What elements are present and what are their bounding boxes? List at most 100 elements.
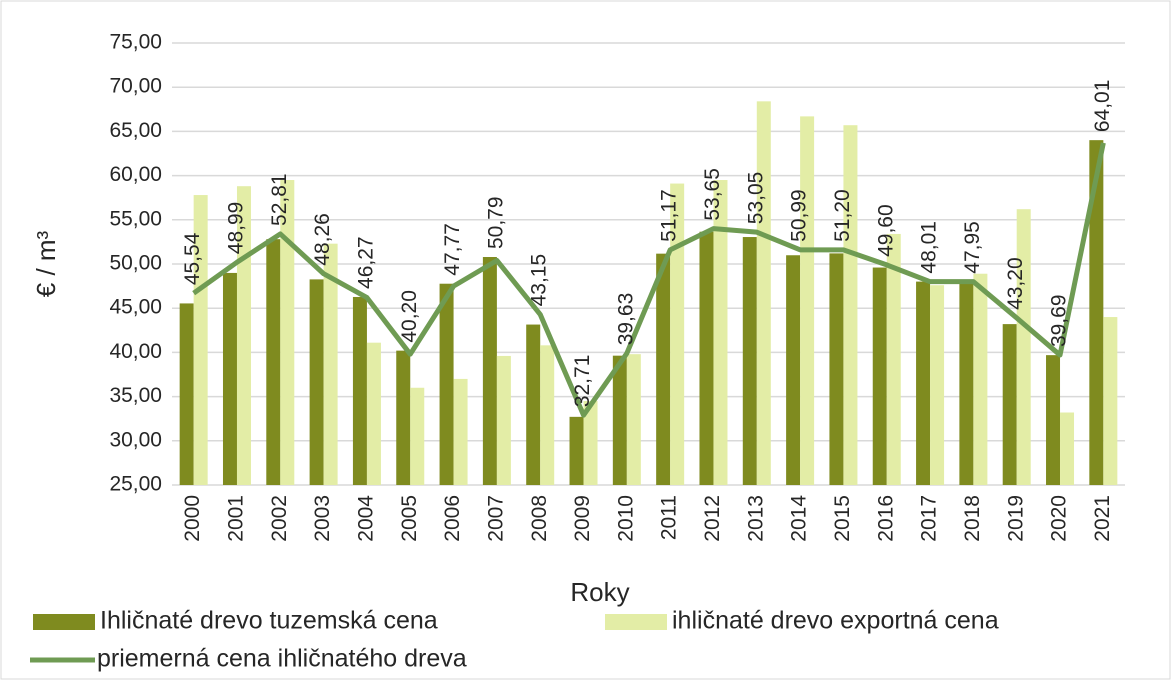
x-tick-label: 2005 (398, 495, 421, 542)
data-label: 43,15 (528, 254, 551, 307)
bar (1060, 412, 1075, 485)
x-tick-label: 2021 (1091, 495, 1114, 542)
y-tick-label: 30,00 (109, 428, 162, 451)
bar (1016, 209, 1031, 485)
data-label: 51,17 (658, 189, 681, 242)
y-axis-label: € / m³ (31, 230, 61, 297)
bar (800, 116, 815, 485)
data-label: 39,69 (1048, 294, 1071, 347)
data-label: 50,79 (484, 196, 507, 249)
bar (410, 387, 425, 485)
y-tick-label: 70,00 (109, 75, 162, 98)
data-label: 32,71 (571, 355, 594, 408)
bar (222, 272, 237, 485)
bar (583, 401, 598, 485)
y-tick-label: 35,00 (109, 384, 162, 407)
bar (179, 303, 194, 485)
x-tick-label: 2013 (744, 495, 767, 542)
bar (916, 281, 931, 485)
bar (612, 355, 627, 485)
x-tick-label: 2009 (571, 495, 594, 542)
y-tick-label: 50,00 (109, 252, 162, 275)
x-tick-label: 2001 (225, 495, 248, 542)
x-tick-label: 2015 (831, 495, 854, 542)
bar (786, 255, 801, 485)
bar (569, 416, 584, 485)
y-tick-label: 60,00 (109, 163, 162, 186)
bar (323, 243, 338, 485)
bar (309, 279, 324, 485)
bar (1103, 317, 1118, 485)
bar (843, 125, 858, 485)
data-label: 46,27 (354, 236, 377, 289)
y-tick-label: 40,00 (109, 340, 162, 363)
y-tick-label: 45,00 (109, 296, 162, 319)
bar (1089, 140, 1104, 485)
data-label: 43,20 (1004, 257, 1027, 310)
bar (713, 180, 728, 485)
data-label: 48,26 (311, 213, 334, 266)
bar (656, 253, 671, 485)
legend-label: priemerná cena ihličnatého dreva (97, 645, 467, 673)
data-label: 47,77 (441, 223, 464, 276)
bar (366, 342, 381, 485)
x-tick-label: 2014 (788, 495, 811, 542)
x-tick-label: 2011 (658, 495, 681, 540)
bar (959, 282, 974, 485)
bar (453, 378, 468, 485)
bar (193, 195, 208, 485)
x-tick-label: 2020 (1048, 495, 1071, 542)
bar (886, 233, 901, 485)
data-label: 50,99 (788, 189, 811, 242)
bar (352, 296, 367, 485)
x-tick-label: 2012 (701, 495, 724, 542)
data-label: 52,81 (268, 173, 291, 226)
bar (973, 273, 988, 485)
bar (670, 183, 685, 485)
legend-swatch (605, 614, 667, 630)
bar (439, 283, 454, 485)
bar (829, 253, 844, 485)
x-tick-label: 2002 (268, 495, 291, 542)
data-label: 64,01 (1091, 80, 1114, 133)
bar (626, 354, 641, 485)
bar (756, 101, 771, 486)
x-tick-label: 2016 (874, 495, 897, 542)
data-label: 51,20 (831, 189, 854, 242)
bar (742, 237, 757, 485)
data-label: 48,01 (918, 221, 941, 274)
x-tick-label: 2018 (961, 495, 984, 542)
bar (526, 324, 541, 485)
data-label: 39,63 (614, 293, 637, 346)
bar (540, 345, 555, 485)
x-tick-label: 2017 (918, 495, 941, 542)
x-tick-label: 2010 (614, 495, 637, 542)
data-label: 49,60 (874, 204, 897, 257)
y-tick-label: 75,00 (109, 31, 162, 54)
legend-label: ihličnaté drevo exportná cena (672, 607, 999, 635)
x-tick-label: 2019 (1004, 495, 1027, 542)
data-label: 53,05 (744, 172, 767, 225)
bar (396, 350, 411, 485)
bar (482, 257, 497, 485)
x-axis-label: Roky (570, 577, 629, 607)
x-tick-label: 2004 (354, 495, 377, 542)
y-tick-label: 65,00 (109, 119, 162, 142)
x-tick-label: 2006 (441, 495, 464, 542)
x-tick-label: 2003 (311, 495, 334, 542)
data-label: 45,54 (181, 232, 204, 285)
legend-label: Ihličnaté drevo tuzemská cena (100, 607, 438, 635)
x-tick-label: 2000 (181, 495, 204, 542)
x-tick-label: 2007 (484, 495, 507, 542)
data-label: 47,95 (961, 221, 984, 274)
legend-swatch (33, 614, 95, 630)
bar (496, 355, 511, 485)
line (192, 142, 1106, 418)
data-label: 48,99 (225, 202, 248, 255)
bar (699, 231, 714, 485)
bar (266, 239, 281, 485)
data-label: 40,20 (398, 290, 421, 343)
bar (1002, 324, 1017, 485)
